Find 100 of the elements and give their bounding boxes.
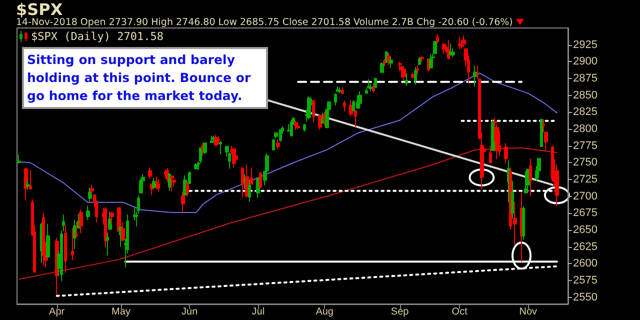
- line-series: [18, 147, 558, 280]
- candlestick: [259, 172, 262, 189]
- candlestick: [46, 223, 50, 258]
- candlestick: [287, 124, 291, 132]
- y-tick-label: 2675: [573, 207, 598, 220]
- candlestick: [29, 170, 32, 190]
- y-tick-label: 2825: [573, 106, 598, 118]
- candlestick: [372, 82, 375, 94]
- candlestick: [276, 138, 280, 150]
- y-tick-label: 2625: [573, 240, 598, 253]
- x-tick-label: Oct: [452, 306, 468, 318]
- candlestick: [405, 72, 408, 86]
- candlestick: [274, 132, 278, 139]
- candlestick: [181, 191, 185, 213]
- y-tick-label: 2650: [573, 224, 598, 236]
- candlestick: [272, 139, 275, 150]
- candlestick: [307, 96, 311, 120]
- candlestick: [152, 178, 156, 188]
- candlestick: [86, 205, 90, 220]
- candlestick: [318, 114, 322, 130]
- candlestick: [540, 118, 543, 147]
- y-tick-label: 2600: [573, 258, 598, 270]
- candlestick: [312, 100, 315, 124]
- candlestick: [217, 136, 220, 145]
- candlestick: [157, 178, 160, 192]
- candlestick: [442, 42, 446, 54]
- legend-label: $SPX (Daily) 2701.58: [31, 30, 164, 43]
- candlestick: [449, 42, 452, 56]
- y-tick-label: 2700: [573, 190, 598, 202]
- candlestick: [104, 206, 107, 248]
- candlestick: [383, 58, 386, 67]
- y-tick-label: 2775: [573, 140, 598, 152]
- x-tick-label: Apr: [49, 306, 66, 318]
- candlestick: [507, 159, 510, 203]
- candlestick: [214, 134, 218, 146]
- x-tick-label: Jun: [182, 306, 198, 318]
- candlestick: [358, 90, 362, 107]
- candlestick: [380, 62, 384, 73]
- y-tick-label: 2900: [573, 56, 598, 68]
- candlestick: [462, 34, 466, 48]
- candlestick: [64, 224, 67, 274]
- candlestick: [473, 65, 477, 88]
- y-tick-label: 2925: [573, 38, 598, 51]
- candlestick: [522, 206, 525, 241]
- candlestick: [245, 164, 249, 198]
- y-tick-label: 2875: [573, 72, 598, 84]
- y-tick-label: 2725: [573, 173, 598, 186]
- candlestick: [402, 66, 406, 82]
- candlestick: [248, 178, 251, 202]
- candlestick: [460, 40, 464, 49]
- line-series: [18, 72, 558, 213]
- candlestick: [296, 122, 300, 130]
- candlestick: [520, 192, 523, 262]
- candlestick: [303, 123, 306, 132]
- candlestick: [436, 34, 439, 44]
- candlestick: [24, 168, 28, 201]
- x-tick-label: Jul: [252, 306, 265, 318]
- y-tick-label: 2575: [573, 274, 598, 286]
- candlestick: [17, 154, 21, 164]
- candlestick: [108, 211, 112, 230]
- candlestick: [343, 100, 346, 112]
- candlestick: [172, 178, 176, 188]
- candlestick: [290, 119, 293, 137]
- candlestick: [414, 66, 417, 86]
- candlestick: [418, 56, 421, 65]
- candlestick: [110, 211, 114, 224]
- candlestick: [451, 48, 455, 58]
- candlestick: [75, 221, 78, 238]
- chart-subtitle: 14-Nov-2018 Open 2737.90 High 2746.80 Low 2685.75 Close 2701.58 Volume 2.7B Chg -20.60 (-0.76%): [16, 17, 514, 28]
- candlestick: [90, 184, 94, 195]
- candlestick: [504, 142, 508, 164]
- candlestick: [210, 135, 213, 143]
- annotation: Sitting on support and barely holding at this point. Bounce or go home for the market today.: [22, 47, 268, 109]
- y-tick-label: 2800: [573, 122, 598, 135]
- candlestick: [155, 176, 158, 190]
- candlestick: [168, 172, 171, 192]
- candlestick: [194, 162, 198, 170]
- candlestick: [420, 56, 424, 62]
- candlestick: [489, 145, 492, 164]
- candlestick: [79, 209, 83, 234]
- candlestick: [256, 178, 260, 198]
- x-tick-label: Aug: [316, 306, 334, 318]
- x-tick-label: Nov: [519, 306, 538, 318]
- candlestick: [429, 54, 433, 69]
- y-tick-label: 2850: [573, 89, 598, 102]
- candlestick: [88, 187, 92, 202]
- candlestick: [139, 178, 143, 194]
- candlestick: [447, 40, 450, 60]
- candlestick: [219, 140, 222, 156]
- candlestick: [294, 120, 298, 130]
- candlestick: [334, 92, 337, 106]
- candlestick: [26, 178, 30, 190]
- candlestick: [511, 180, 514, 220]
- candlestick: [170, 174, 174, 192]
- y-tick-label: 2750: [573, 156, 598, 169]
- candlestick: [42, 212, 45, 266]
- candlestick: [524, 170, 528, 194]
- candlestick: [71, 227, 74, 261]
- candlestick: [148, 168, 152, 180]
- candlestick: [106, 232, 109, 256]
